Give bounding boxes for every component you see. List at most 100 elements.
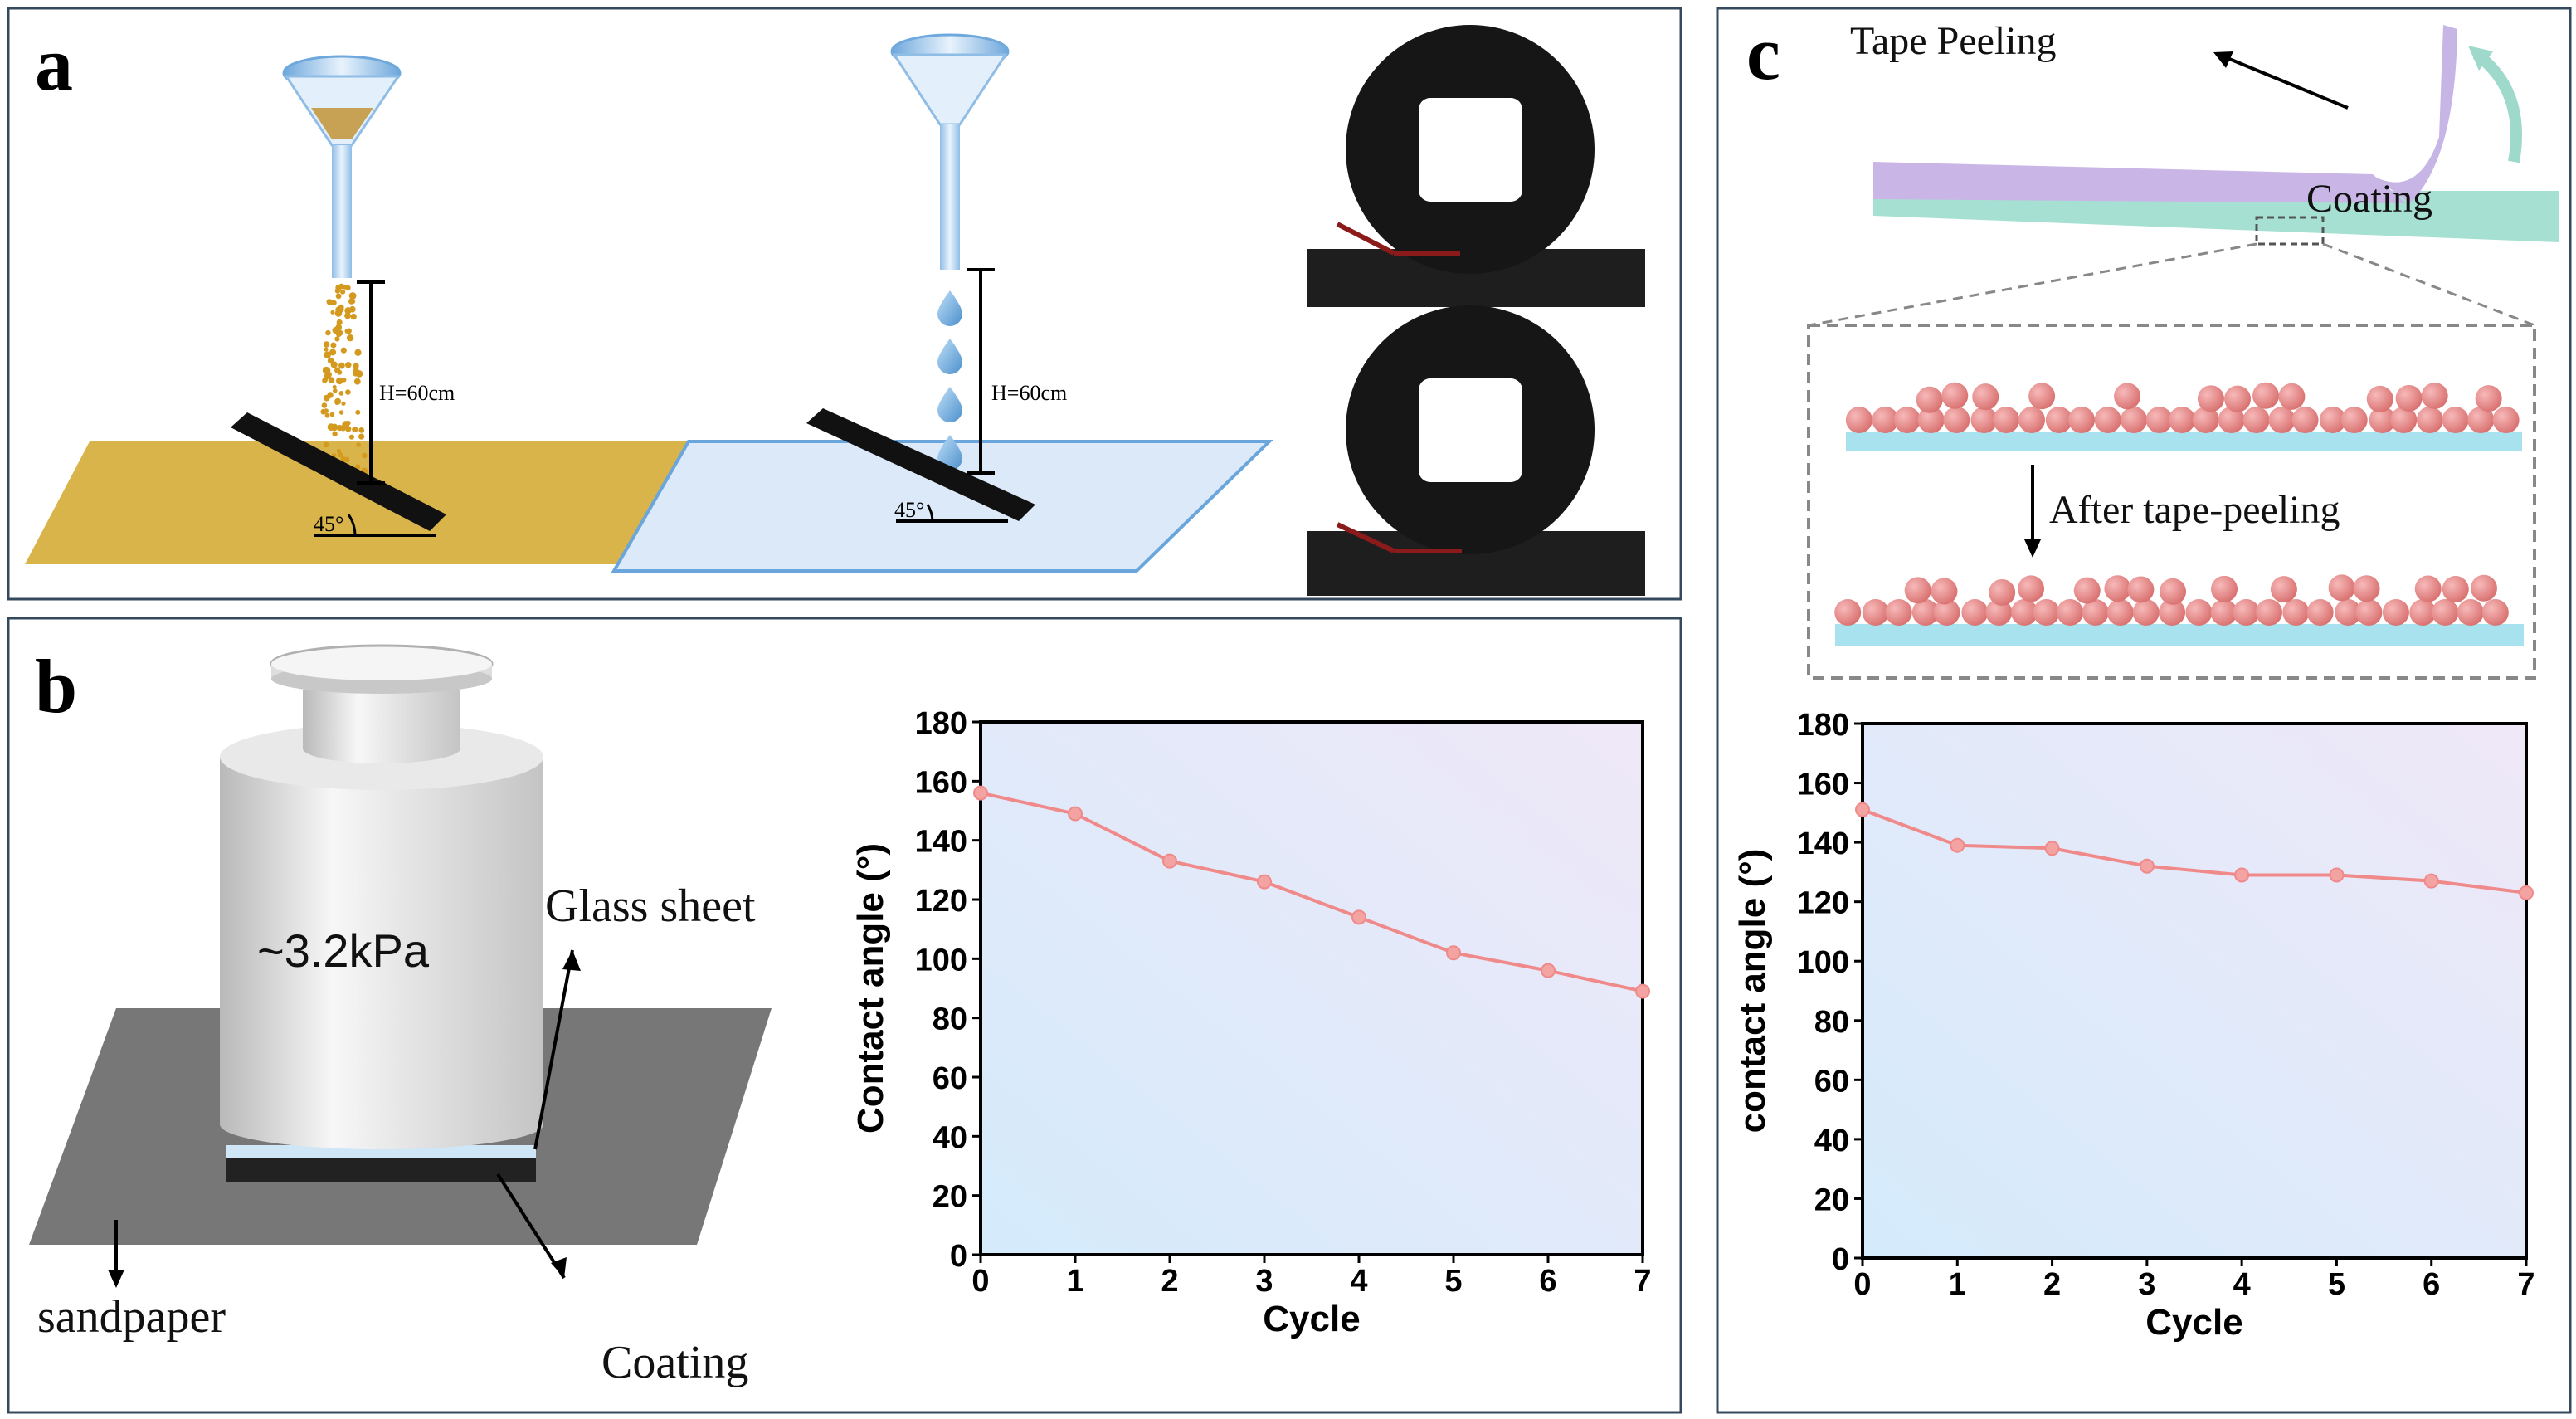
coating-particle [2442, 575, 2469, 602]
coating-particle [2252, 382, 2280, 409]
sand-particle [339, 425, 347, 432]
coating-particle [2114, 383, 2141, 410]
sand-particle [342, 378, 347, 383]
coating-particle [2132, 599, 2160, 626]
sand-particle [353, 378, 361, 385]
sand-particle [328, 377, 335, 384]
sand-particle [353, 363, 359, 369]
coating-particle [2242, 407, 2270, 433]
water-angle-arc [926, 504, 934, 522]
x-tick-label: 3 [2138, 1267, 2155, 1302]
x-tick-label: 0 [1853, 1267, 1871, 1302]
water-drop-apparatus: 45° H=60cm [611, 33, 1273, 573]
coating-particle [1916, 386, 1943, 413]
data-point [2234, 867, 2250, 883]
sand-particle [350, 313, 357, 320]
coating-particle [2457, 599, 2484, 626]
coating-particle [2467, 407, 2495, 433]
coating-arrow [496, 1173, 566, 1280]
sand-particle [324, 351, 331, 359]
glass-sheet-arrow [533, 949, 574, 1150]
coating-particle [2233, 599, 2260, 626]
sand-particle [340, 347, 347, 354]
coating-particle [2416, 407, 2443, 433]
sand-particle [348, 434, 354, 440]
coating-particle [2409, 599, 2437, 626]
coating-label-b: Coating [601, 1337, 748, 1388]
coating-particle [2268, 407, 2296, 433]
data-point [2329, 867, 2345, 883]
y-axis-label: contact angle (°) [1732, 849, 1773, 1134]
sand-particle [327, 392, 334, 398]
x-tick-label: 3 [1255, 1264, 1273, 1299]
y-tick-label: 100 [915, 943, 967, 978]
coating-particle [2282, 599, 2310, 626]
coating-particle [2492, 407, 2520, 433]
x-tick-label: 7 [2517, 1267, 2535, 1302]
sand-particle [330, 310, 335, 315]
inset-substrate-bottom [1835, 624, 2524, 646]
sand-plate [25, 441, 722, 564]
y-tick-label: 40 [1814, 1124, 1849, 1158]
sand-particle [335, 293, 342, 300]
tape-strip-peeled [2373, 25, 2457, 203]
contact-angle-photo-bottom [1307, 305, 1645, 596]
coating-particle [2045, 407, 2072, 433]
x-tick-label: 7 [1634, 1264, 1651, 1299]
coating-label-c: Coating [2306, 177, 2432, 221]
coating-particle [2355, 599, 2383, 626]
weight-cylinder [220, 757, 543, 1149]
tape-strip-flat [1873, 162, 2406, 203]
y-tick-label: 40 [933, 1120, 967, 1155]
sand-particle [324, 408, 329, 413]
x-tick-label: 6 [1539, 1264, 1556, 1299]
data-point [2423, 873, 2439, 889]
coating-particle [1834, 599, 1862, 626]
y-tick-label: 60 [933, 1061, 967, 1096]
sand-particle [324, 441, 329, 448]
coating-particle [1943, 407, 1970, 433]
coating-particle [2094, 407, 2121, 433]
tape-peeling-arrow [2223, 55, 2349, 110]
tape-peeling-label: Tape Peeling [1850, 19, 2057, 63]
sand-particle [345, 362, 352, 368]
x-tick-label: 4 [2233, 1267, 2251, 1302]
x-tick-label: 5 [1444, 1264, 1462, 1299]
y-tick-label: 100 [1797, 945, 1849, 980]
coating-particle [1931, 578, 1958, 605]
data-point [1068, 806, 1083, 822]
y-tick-label: 180 [915, 706, 967, 741]
y-tick-label: 0 [950, 1239, 967, 1274]
coating-particle [2369, 407, 2396, 433]
water-plate [611, 440, 1273, 573]
coating-particle [1862, 599, 1889, 626]
water-droplet-icon [937, 339, 962, 374]
sand-particle [358, 433, 365, 440]
y-tick-label: 120 [915, 884, 967, 919]
sand-particle [327, 357, 334, 364]
data-point [2139, 858, 2155, 874]
coating-particle [2121, 407, 2148, 433]
pressure-label: ~3.2kPa [257, 924, 430, 977]
coating-particle [2328, 574, 2355, 602]
coating-particle [1993, 407, 2020, 433]
coating-particle [2421, 382, 2448, 409]
sand-particle [324, 412, 330, 418]
glass-sheet-label: Glass sheet [545, 880, 756, 932]
sand-particle [335, 331, 342, 338]
coating-particle [2382, 599, 2409, 626]
coating-particle [1917, 407, 1945, 433]
coating-layer [226, 1158, 536, 1182]
sand-particle [346, 334, 354, 342]
sand-height-label: H=60cm [379, 381, 455, 405]
coating-particle [1893, 407, 1921, 433]
coating-particle [1845, 407, 1872, 433]
data-point [2519, 885, 2534, 900]
series-line [980, 791, 1643, 993]
coating-particle [2340, 407, 2368, 433]
coating-particle [2470, 574, 2497, 602]
sand-particle [352, 427, 358, 433]
plot-area [1861, 722, 2528, 1260]
chart-b: 0 20 40 60 80 100 120 140 160 180 0 1 2 3 4 5 6 7 Cycle Con… [850, 706, 1652, 1339]
sand-particle [350, 299, 356, 305]
